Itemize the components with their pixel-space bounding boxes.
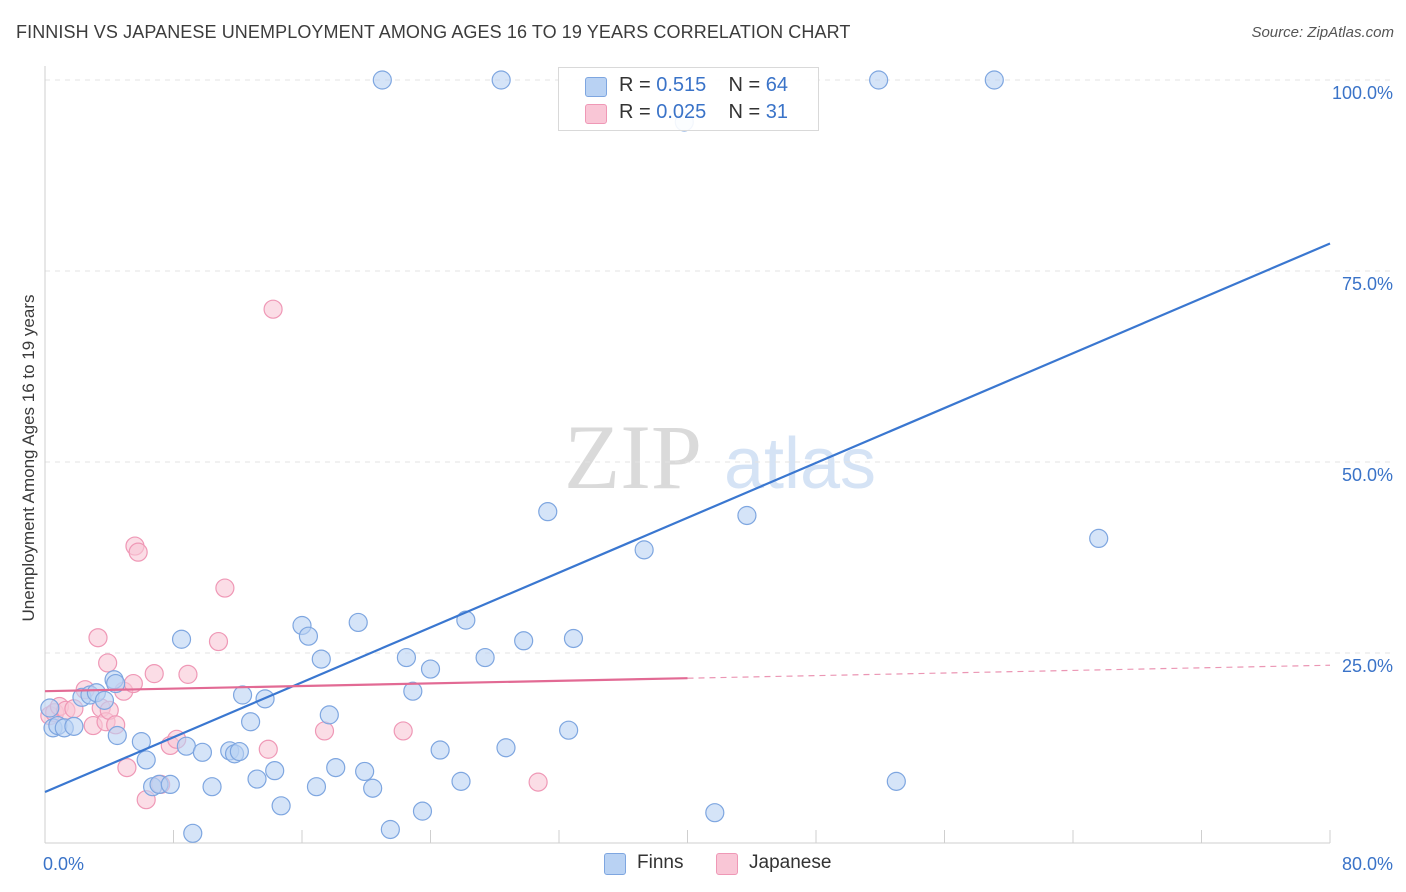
- legend-r-value-finns: 0.515: [656, 74, 707, 96]
- trendlines: [44, 242, 1331, 794]
- data-point-finns: [984, 70, 1004, 90]
- data-point-finns: [232, 685, 253, 705]
- legend-r-label: R =: [619, 74, 651, 96]
- data-point-japanese: [258, 739, 278, 759]
- data-point-japanese: [263, 299, 283, 319]
- data-point-japanese: [144, 664, 164, 684]
- legend-r-label: R =: [619, 101, 651, 123]
- data-point-finns: [311, 649, 331, 669]
- data-point-finns: [136, 750, 156, 770]
- data-point-finns: [265, 761, 285, 781]
- data-point-finns: [737, 505, 757, 526]
- data-point-finns: [1089, 528, 1109, 549]
- series-legend-label-japanese: Japanese: [749, 852, 832, 873]
- gridlines: [45, 79, 1395, 654]
- data-point-finns: [298, 626, 319, 646]
- series-legend-label-finns: Finns: [637, 852, 684, 873]
- data-point-finns: [396, 647, 417, 668]
- data-point-finns: [886, 771, 906, 791]
- data-point-japanese: [215, 578, 235, 598]
- data-point-finns: [183, 823, 203, 843]
- trendline-japanese: [44, 677, 688, 693]
- y-axis-label: Unemployment Among Ages 16 to 19 years: [19, 294, 38, 622]
- y-tick-label: 75.0%: [1342, 274, 1393, 294]
- legend-n-label: N =: [728, 74, 761, 96]
- data-point-finns: [326, 757, 346, 778]
- data-point-finns: [491, 70, 511, 90]
- data-point-japanese: [88, 628, 108, 648]
- data-point-finns: [319, 705, 339, 725]
- data-point-finns: [538, 502, 558, 522]
- legend-n-label: N =: [728, 101, 761, 123]
- data-point-finns: [306, 777, 327, 797]
- tick-labels: 25.0% 50.0% 75.0% 100.0% 0.0% 80.0%: [43, 83, 1393, 874]
- data-point-finns: [451, 771, 471, 791]
- data-point-finns: [271, 796, 291, 816]
- trendline-finns: [44, 242, 1331, 794]
- data-point-finns: [634, 540, 654, 560]
- data-point-finns: [40, 698, 60, 718]
- data-point-japanese: [528, 772, 548, 792]
- correlation-legend: R = 0.515 N = 64 R = 0.025 N = 31: [558, 67, 819, 131]
- data-point-japanese: [178, 664, 198, 684]
- data-point-finns: [107, 725, 127, 746]
- y-tick-label: 100.0%: [1332, 83, 1393, 103]
- data-point-finns: [106, 673, 126, 694]
- data-point-japanese: [98, 653, 118, 673]
- data-point-japanese: [393, 721, 413, 741]
- data-point-finns: [363, 778, 383, 798]
- data-point-japanese: [208, 631, 229, 652]
- y-tick-label: 50.0%: [1342, 465, 1393, 485]
- legend-swatch-finns: [585, 77, 607, 97]
- data-point-finns: [559, 720, 579, 740]
- trendline-japanese-extension: [687, 664, 1331, 679]
- data-point-finns: [241, 712, 261, 732]
- legend-n-value-finns: 64: [765, 74, 789, 96]
- data-point-finns: [496, 738, 516, 758]
- legend-swatch-japanese: [585, 104, 607, 124]
- data-point-finns: [372, 70, 392, 90]
- data-point-finns: [192, 742, 213, 762]
- series-legend-swatch-finns: [604, 853, 626, 875]
- data-point-finns: [202, 777, 222, 797]
- data-point-finns: [355, 761, 375, 782]
- x-tick-label: 0.0%: [43, 854, 84, 874]
- watermark: ZIP atlas: [564, 406, 876, 508]
- legend-r-value-japanese: 0.025: [656, 101, 707, 123]
- data-point-japanese: [128, 542, 148, 562]
- data-point-finns: [475, 647, 495, 668]
- data-point-finns: [430, 740, 450, 760]
- data-point-finns: [403, 681, 423, 701]
- data-point-finns: [514, 631, 534, 651]
- chart-title: FINNISH VS JAPANESE UNEMPLOYMENT AMONG A…: [16, 22, 851, 42]
- data-point-japanese: [117, 757, 137, 778]
- data-point-finns: [160, 774, 180, 795]
- data-point-finns: [420, 659, 441, 679]
- series-legend: Finns Japanese: [0, 851, 1406, 877]
- data-point-finns: [348, 612, 368, 633]
- x-tick-label: 80.0%: [1342, 854, 1393, 874]
- data-point-finns: [247, 769, 267, 789]
- data-point-finns: [380, 819, 400, 840]
- data-point-finns: [456, 610, 476, 630]
- data-point-finns: [412, 801, 433, 821]
- data-point-finns: [869, 70, 889, 90]
- data-point-finns: [171, 629, 192, 649]
- y-tick-label: 25.0%: [1342, 656, 1393, 676]
- data-point-finns: [563, 628, 584, 649]
- series-legend-swatch-japanese: [716, 853, 738, 875]
- source-label: Source: ZipAtlas.com: [1251, 24, 1394, 41]
- data-point-finns: [94, 690, 115, 710]
- data-points: [40, 70, 1109, 843]
- data-point-finns: [176, 736, 196, 756]
- data-point-finns: [705, 803, 725, 823]
- watermark-zip: ZIP: [564, 406, 702, 508]
- data-point-japanese: [314, 721, 335, 741]
- data-point-finns: [64, 716, 84, 736]
- legend-n-value-japanese: 31: [765, 101, 789, 123]
- data-point-finns: [229, 741, 249, 762]
